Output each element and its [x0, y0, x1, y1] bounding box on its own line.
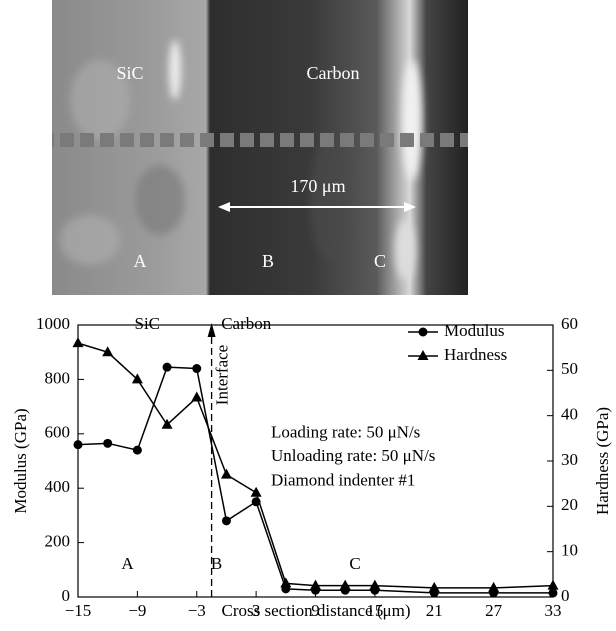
data-point — [548, 588, 558, 598]
y-tick-label: 800 — [45, 368, 71, 387]
annotation: A — [121, 554, 134, 573]
data-point — [280, 577, 292, 588]
indent-row — [52, 133, 468, 147]
series-line — [77, 342, 554, 589]
annotation: Unloading rate: 50 μN/s — [271, 446, 435, 465]
annotation: Carbon — [221, 314, 272, 333]
x-tick-label: 3 — [252, 601, 261, 620]
data-point — [102, 346, 114, 357]
data-point — [72, 337, 84, 348]
y2-tick-label: 20 — [561, 495, 578, 514]
y-tick-label: 1000 — [36, 314, 70, 333]
image-label: Carbon — [307, 63, 360, 83]
data-point — [162, 362, 172, 372]
annotation: SiC — [135, 314, 161, 333]
sem-image: 170 μm SiC Carbon A B C — [52, 0, 468, 295]
data-point — [191, 391, 203, 402]
y-tick-label: 200 — [45, 532, 71, 551]
legend-label: Modulus — [444, 321, 504, 340]
image-label: C — [374, 251, 386, 271]
y2-tick-label: 0 — [561, 586, 570, 605]
x-tick-label: 21 — [426, 601, 443, 620]
x-tick-label: −9 — [128, 601, 146, 620]
x-axis-title: Cross section distance (μm) — [222, 601, 411, 620]
data-point — [310, 579, 321, 590]
data-point — [339, 579, 351, 590]
interface-arrow — [207, 323, 216, 337]
image-label: SiC — [116, 63, 143, 83]
series-line — [77, 366, 553, 594]
image-label: A — [134, 251, 147, 271]
y2-tick-label: 40 — [561, 405, 578, 424]
y-tick-label: 0 — [62, 586, 71, 605]
x-tick-label: −15 — [65, 601, 92, 620]
legend-marker — [418, 327, 428, 337]
y2-tick-label: 50 — [561, 359, 578, 378]
data-point — [192, 364, 202, 374]
data-point — [103, 438, 113, 448]
y2-tick-label: 60 — [561, 314, 578, 333]
y2-tick-label: 10 — [561, 541, 578, 560]
data-point — [73, 440, 83, 450]
chart: Cross section distance (μm) Modulus (GPa… — [11, 314, 612, 620]
image-texture — [60, 40, 422, 280]
y-axis-title: Modulus (GPa) — [11, 408, 30, 513]
data-point — [428, 581, 440, 592]
image-label: B — [262, 251, 274, 271]
legend-marker — [417, 350, 429, 360]
data-point — [161, 418, 173, 429]
annotation: Loading rate: 50 μN/s — [271, 423, 420, 442]
y2-axis-title: Hardness (GPa) — [593, 407, 612, 515]
data-point — [132, 445, 142, 455]
y-tick-label: 600 — [45, 423, 71, 442]
annotation: Diamond indenter #1 — [271, 470, 415, 489]
data-point — [250, 486, 262, 497]
x-tick-label: 9 — [311, 601, 320, 620]
y-tick-label: 400 — [45, 477, 71, 496]
data-point — [131, 373, 143, 384]
annotation: B — [211, 554, 222, 573]
annotation: C — [349, 554, 360, 573]
scale-label: 170 μm — [290, 176, 345, 196]
y2-tick-label: 30 — [561, 450, 578, 469]
x-tick-label: −3 — [188, 601, 206, 620]
data-point — [221, 516, 231, 526]
data-point — [220, 468, 232, 479]
x-tick-label: 33 — [545, 601, 562, 620]
x-tick-label: 15 — [366, 601, 383, 620]
x-tick-label: 27 — [485, 601, 503, 620]
legend-label: Hardness — [444, 345, 507, 364]
data-point — [547, 579, 559, 590]
data-point — [369, 579, 381, 590]
interface-label: Interface — [213, 345, 232, 405]
data-point — [488, 581, 500, 592]
